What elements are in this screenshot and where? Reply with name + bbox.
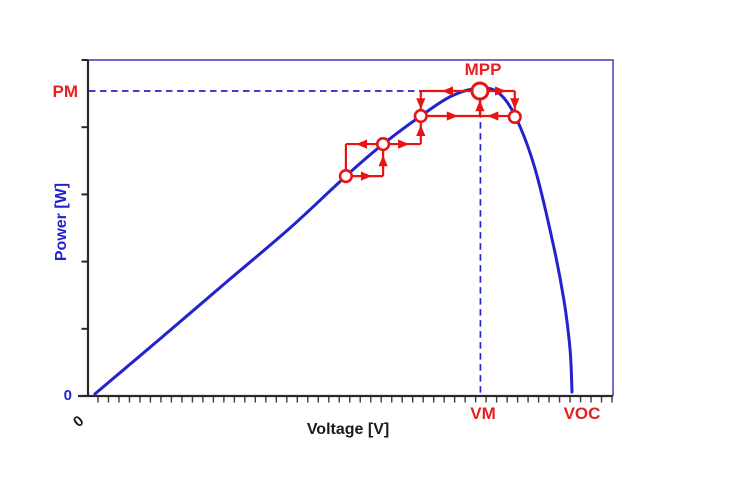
voc-tick-label: VOC	[563, 404, 601, 423]
po-arrow	[495, 86, 506, 96]
mpp-label: MPP	[464, 60, 502, 79]
operating-point-marker	[507, 109, 522, 125]
plot-border	[88, 59, 614, 396]
po-arrow	[416, 125, 426, 136]
po-arrow	[475, 100, 485, 112]
po-arrow	[510, 98, 520, 110]
po-arrow	[446, 111, 458, 121]
y-axis-zero-label: 0	[63, 387, 72, 404]
po-arrow	[487, 111, 499, 121]
operating-point-marker	[376, 136, 391, 152]
pm-level-label: PM	[52, 82, 79, 101]
vm-tick-label: VM	[470, 404, 496, 423]
po-arrow	[398, 139, 410, 149]
po-arrow	[416, 98, 426, 110]
po-arrow	[360, 171, 372, 181]
y-axis-title: Power [W]	[53, 182, 70, 262]
po-arrow	[442, 86, 453, 96]
po-arrow	[378, 155, 388, 167]
operating-point-marker	[413, 108, 428, 124]
mpp-marker	[470, 81, 490, 101]
operating-point-marker	[338, 168, 354, 184]
x-axis-title: Voltage [V]	[306, 421, 390, 438]
pv-curve	[93, 86, 574, 396]
po-arrow	[356, 139, 368, 149]
